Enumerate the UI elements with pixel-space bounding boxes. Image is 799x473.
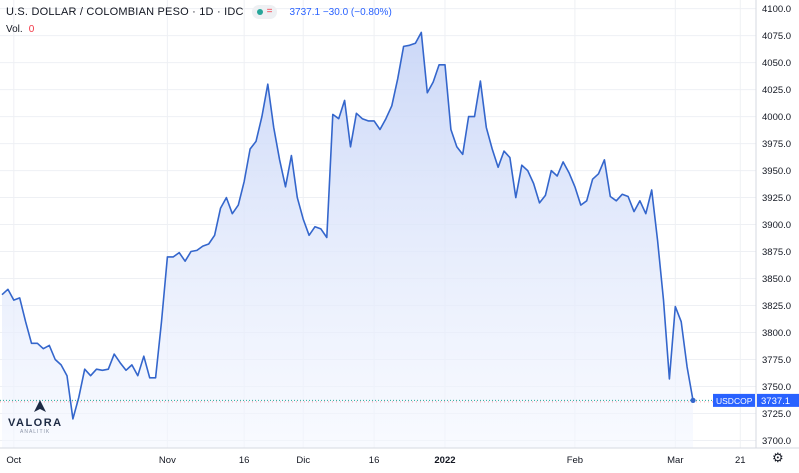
area-series [1,31,694,449]
y-tick-label: 3700.0 [762,436,791,447]
y-tick-label: 4100.0 [762,4,791,15]
price-change: −30.0 (−0.80%) [322,6,392,18]
x-tick-label: Feb [567,455,583,466]
symbol-tag [713,393,755,407]
last-price: 3737.1 [289,6,321,18]
y-tick-label: 3900.0 [762,220,791,231]
equals-icon: = [266,6,273,17]
y-tick-label: 3975.0 [762,139,791,150]
y-tick-label: 4075.0 [762,31,791,42]
y-tick-label: 4025.0 [762,85,791,96]
series-line-usdcop [1,31,694,420]
price-badge: USDCOP 3737.1 [0,393,799,407]
x-tick-label: 16 [369,455,380,466]
price-tag-label: 3737.1 [761,396,790,407]
logo-subtext: ANALITIK [20,429,51,435]
x-tick-label: Mar [667,455,683,466]
y-tick-label: 4000.0 [762,112,791,123]
y-tick-label: 4050.0 [762,58,791,69]
volume-legend: Vol. 0 [6,24,34,35]
price-readout: 3737.1 −30.0 (−0.80%) [289,7,391,18]
x-tick-label: 16 [239,455,250,466]
volume-value: 0 [28,24,35,35]
y-tick-label: 3750.0 [762,382,791,393]
volume-label: Vol. [6,24,23,35]
status-pill[interactable]: = [251,5,278,19]
gear-icon[interactable]: ⚙ [772,450,784,465]
market-open-dot-icon [256,9,263,15]
x-tick-label: Nov [159,455,176,466]
price-tag [757,393,799,407]
y-tick-label: 3850.0 [762,274,791,285]
y-tick-label: 3950.0 [762,166,791,177]
chart-header: U.S. DOLLAR / COLOMBIAN PESO · 1D · IDC … [6,5,392,19]
symbol-tag-label: USDCOP [716,396,753,406]
symbol-title[interactable]: U.S. DOLLAR / COLOMBIAN PESO · 1D · IDC [6,6,244,18]
y-tick-label: 3800.0 [762,328,791,339]
x-tick-label: 2022 [434,455,455,466]
valora-logo: VALORA ANALITIK [8,398,68,435]
valora-logo-icon [34,400,46,412]
x-tick-label: 21 [735,455,746,466]
x-tick-label: Dic [296,455,310,466]
logo-text: VALORA [8,417,63,429]
y-tick-label: 3725.0 [762,409,791,420]
x-tick-label: Oct [6,455,21,466]
y-tick-label: 3875.0 [762,247,791,258]
area-fill [2,32,693,449]
y-tick-label: 3825.0 [762,301,791,312]
last-point [690,397,696,403]
y-tick-label: 3925.0 [762,193,791,204]
y-tick-label: 3775.0 [762,355,791,366]
